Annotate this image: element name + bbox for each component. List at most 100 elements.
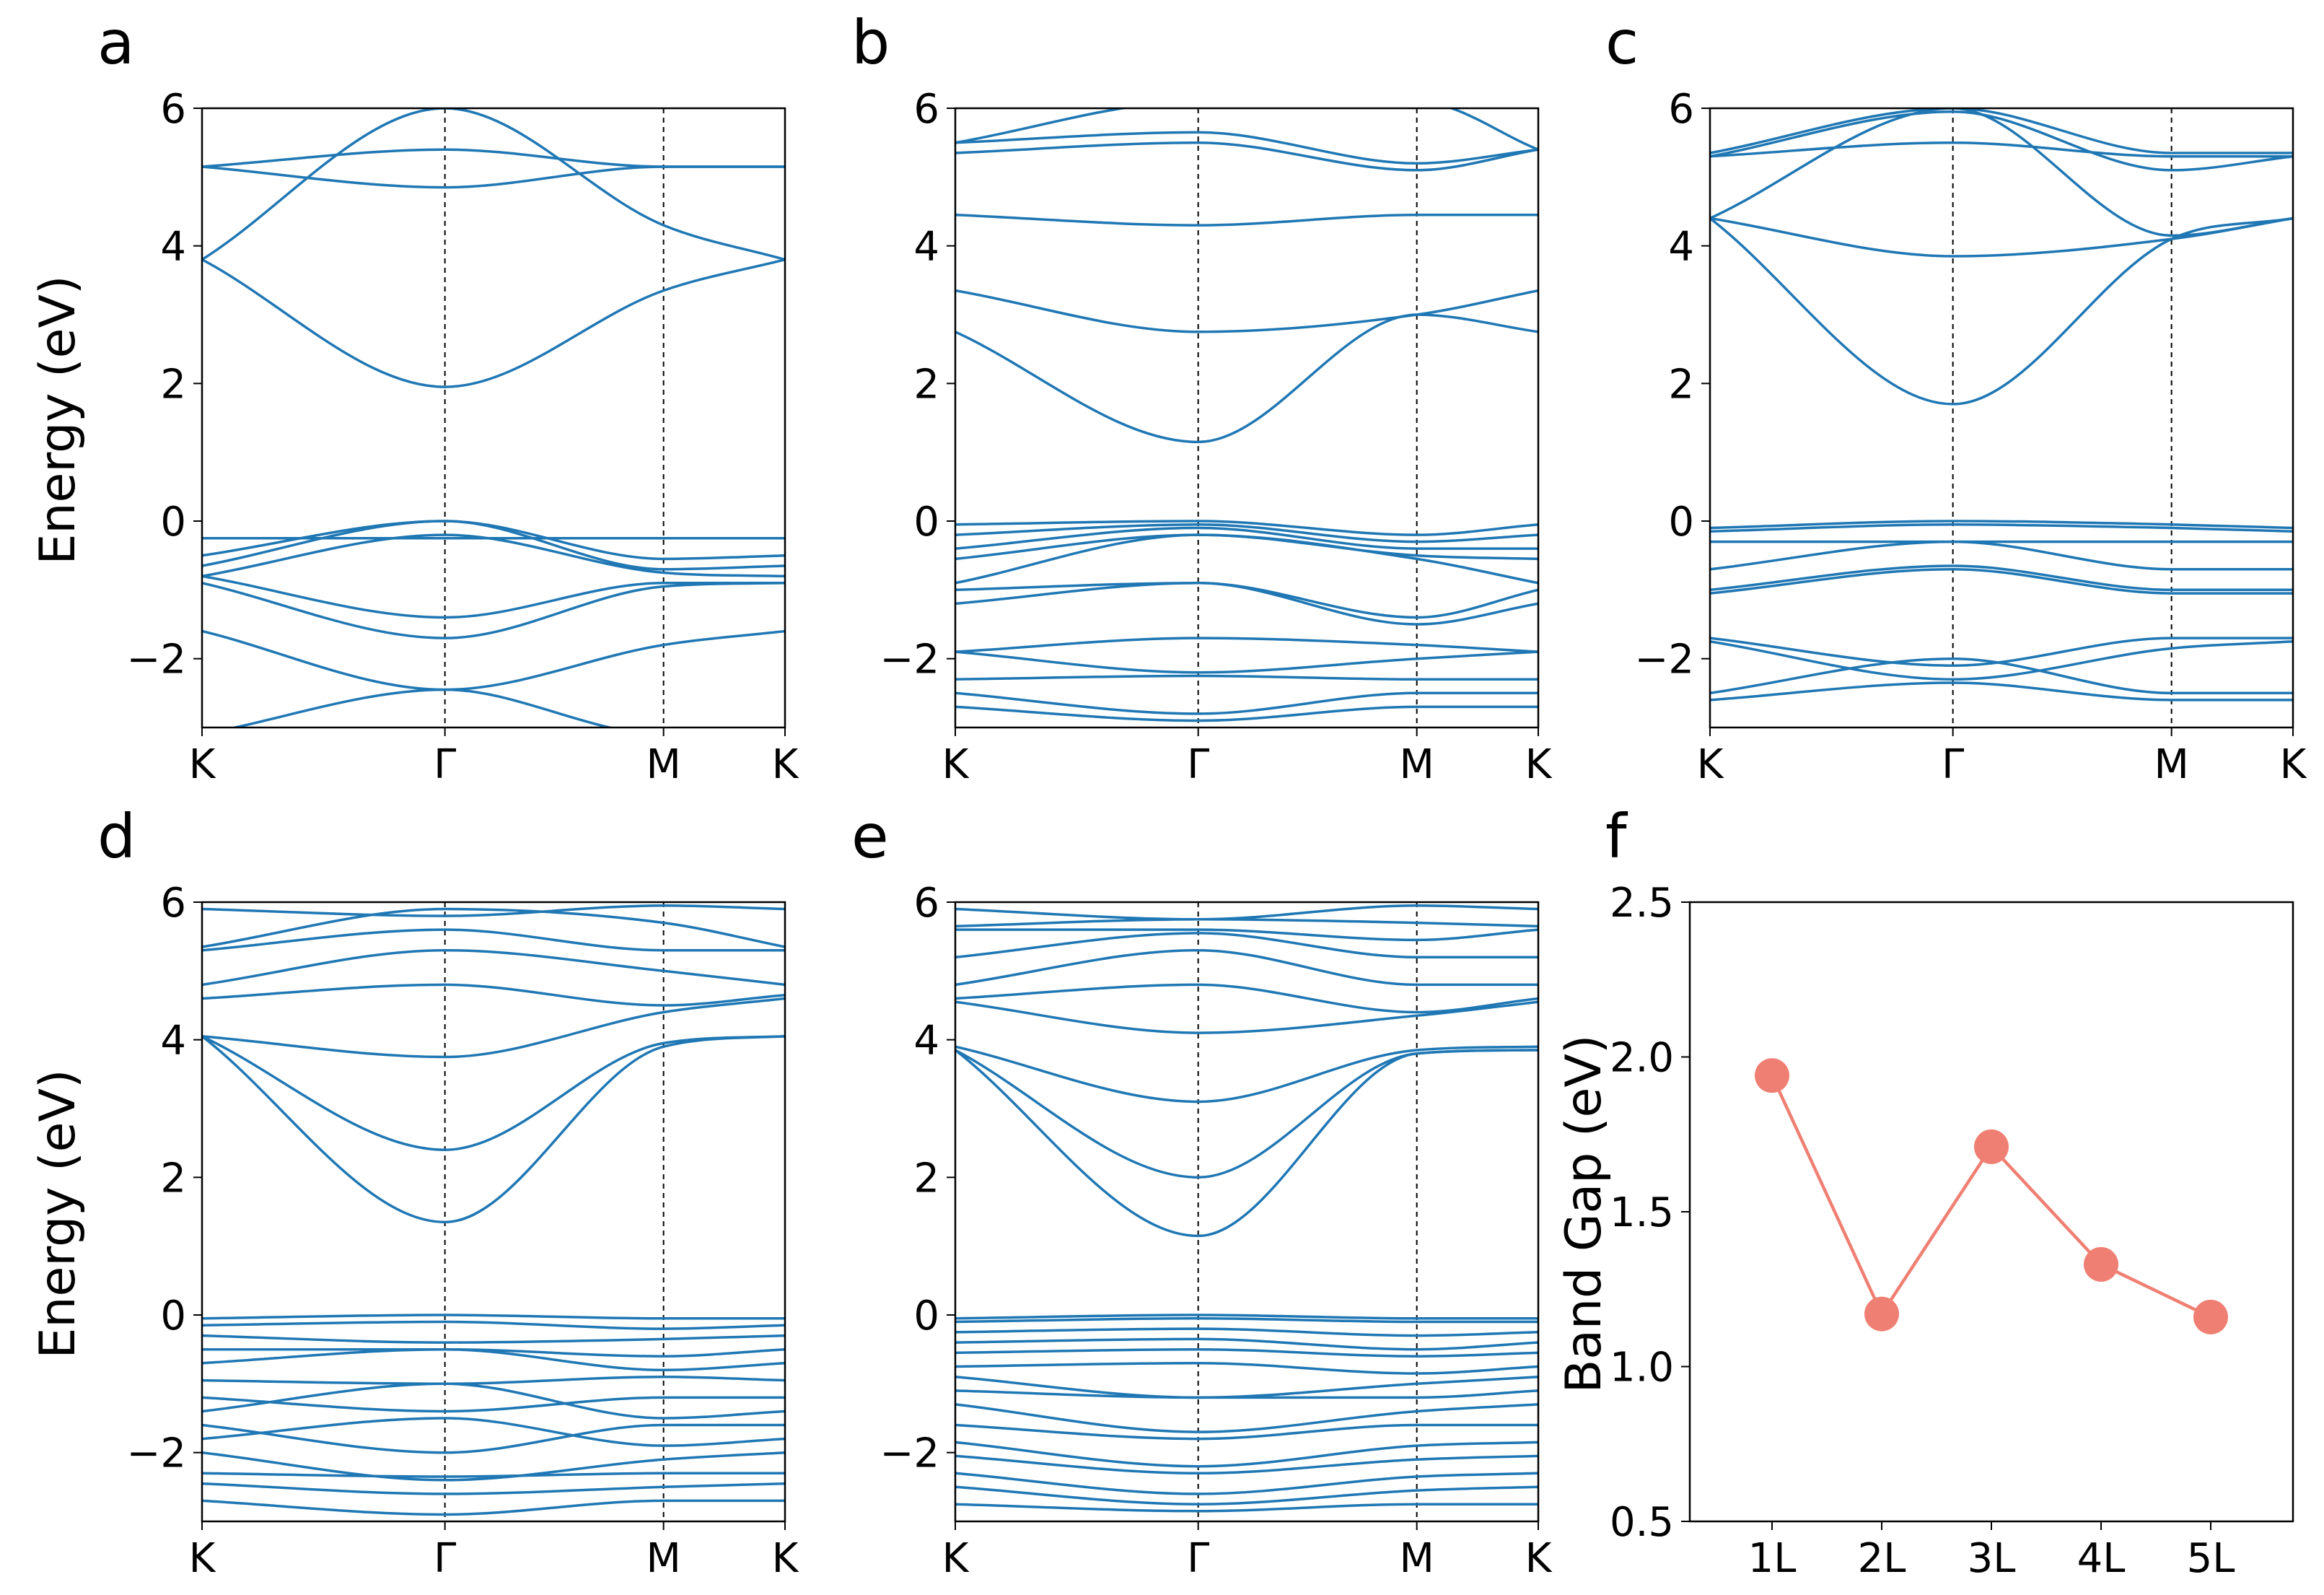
plot-frame <box>1688 901 2294 1523</box>
band-line <box>202 904 785 917</box>
band-line <box>955 932 1538 959</box>
band-line <box>202 907 785 948</box>
x-tick-label: 1L <box>1748 1535 1797 1582</box>
y-tick-label: 0 <box>913 499 939 546</box>
band-line <box>1710 640 2293 681</box>
x-tick-label: M <box>646 1535 681 1582</box>
y-tick-label: 4 <box>160 224 186 271</box>
band-structure-plot <box>202 108 785 727</box>
band-line <box>1710 141 2293 158</box>
band-gap-point <box>1755 1058 1789 1093</box>
plot-frame <box>1709 107 2294 729</box>
band-line <box>955 582 1538 626</box>
band-structure-plot <box>955 902 1538 1521</box>
band-line <box>202 1417 785 1447</box>
band-line <box>955 533 1538 585</box>
x-tick-label: M <box>646 741 681 788</box>
band-line <box>1710 681 2293 702</box>
band-line <box>202 582 785 639</box>
band-line <box>955 674 1538 681</box>
band-line <box>955 1327 1538 1337</box>
band-line <box>955 1454 1538 1475</box>
band-line <box>202 1320 785 1330</box>
x-tick-label: 3L <box>1968 1535 2016 1582</box>
x-tick-label: K <box>189 1535 216 1582</box>
y-tick-label: 6 <box>160 880 186 927</box>
panel-letter-e: e <box>851 801 889 872</box>
band-line <box>202 1396 785 1413</box>
y-tick-label: 1.5 <box>1610 1189 1674 1236</box>
band-gap-line <box>1770 1075 2211 1319</box>
band-line <box>202 1499 785 1516</box>
band-line <box>955 313 1538 444</box>
band-line <box>202 1347 785 1358</box>
band-line <box>955 289 1538 333</box>
band-line <box>202 165 785 189</box>
band-line <box>1710 108 2293 237</box>
band-line <box>1710 637 2293 667</box>
band-line <box>955 983 1538 1014</box>
band-gap-point <box>1974 1129 2009 1164</box>
band-line <box>202 948 785 987</box>
band-line <box>202 928 785 952</box>
x-tick-label: Γ <box>1187 1535 1209 1582</box>
band-line <box>955 637 1538 653</box>
panel-d: K Γ M K 6 4 2 0 −2 <box>126 880 799 1582</box>
x-tick-label: K <box>1525 1535 1553 1582</box>
band-line <box>955 1376 1538 1399</box>
band-line <box>955 214 1538 227</box>
band-line <box>955 582 1538 619</box>
y-tick-label: 4 <box>1668 224 1694 271</box>
y-tick-label: −2 <box>1634 637 1694 683</box>
band-line <box>1710 520 2293 530</box>
band-line <box>1710 523 2293 533</box>
x-tick-label: K <box>772 741 799 788</box>
band-line <box>229 688 615 727</box>
band-line <box>202 1423 785 1454</box>
band-line <box>955 1045 1538 1104</box>
y-axis-title-f: Band Gap (eV) <box>1556 1035 1613 1394</box>
band-line <box>955 1049 1538 1238</box>
panel-letter-b: b <box>851 7 890 78</box>
band-line <box>1710 217 2293 258</box>
band-gap-point <box>2193 1299 2228 1334</box>
x-tick-label: M <box>1400 741 1434 788</box>
band-line <box>955 1423 1538 1441</box>
band-line <box>202 1035 785 1224</box>
y-tick-label: 0 <box>1668 499 1694 546</box>
x-tick-label: 2L <box>1858 1535 1906 1582</box>
band-line <box>955 1441 1538 1468</box>
band-line <box>955 526 1538 550</box>
band-line <box>955 108 1538 151</box>
band-line <box>202 258 785 388</box>
y-tick-label: 4 <box>160 1018 186 1065</box>
band-line <box>955 131 1538 165</box>
plot-frame <box>201 107 786 729</box>
band-line <box>955 1361 1538 1375</box>
panel-b: K Γ M K 6 4 2 0 −2 <box>880 86 1552 788</box>
band-line <box>1710 657 2293 695</box>
x-tick-label: M <box>1400 1535 1434 1582</box>
y-tick-label: 0.5 <box>1610 1499 1674 1546</box>
band-structure-plot <box>202 902 785 1521</box>
band-line <box>955 520 1538 536</box>
band-line <box>955 1314 1538 1320</box>
band-line <box>202 1382 785 1420</box>
y-tick-label: 4 <box>913 1018 939 1065</box>
x-tick-label: Γ <box>434 1535 456 1582</box>
x-tick-label: Γ <box>1187 741 1209 788</box>
y-tick-label: −2 <box>126 637 186 683</box>
band-line <box>202 629 785 691</box>
band-line <box>202 997 785 1059</box>
x-tick-label: K <box>2280 741 2307 788</box>
band-line <box>955 1485 1538 1506</box>
band-line <box>202 148 785 168</box>
band-line <box>955 1347 1538 1358</box>
band-line <box>955 948 1538 987</box>
band-line <box>955 1503 1538 1513</box>
band-line <box>955 650 1538 674</box>
band-line <box>202 1376 785 1386</box>
band-line <box>955 523 1538 543</box>
y-tick-label: 2 <box>160 361 186 408</box>
